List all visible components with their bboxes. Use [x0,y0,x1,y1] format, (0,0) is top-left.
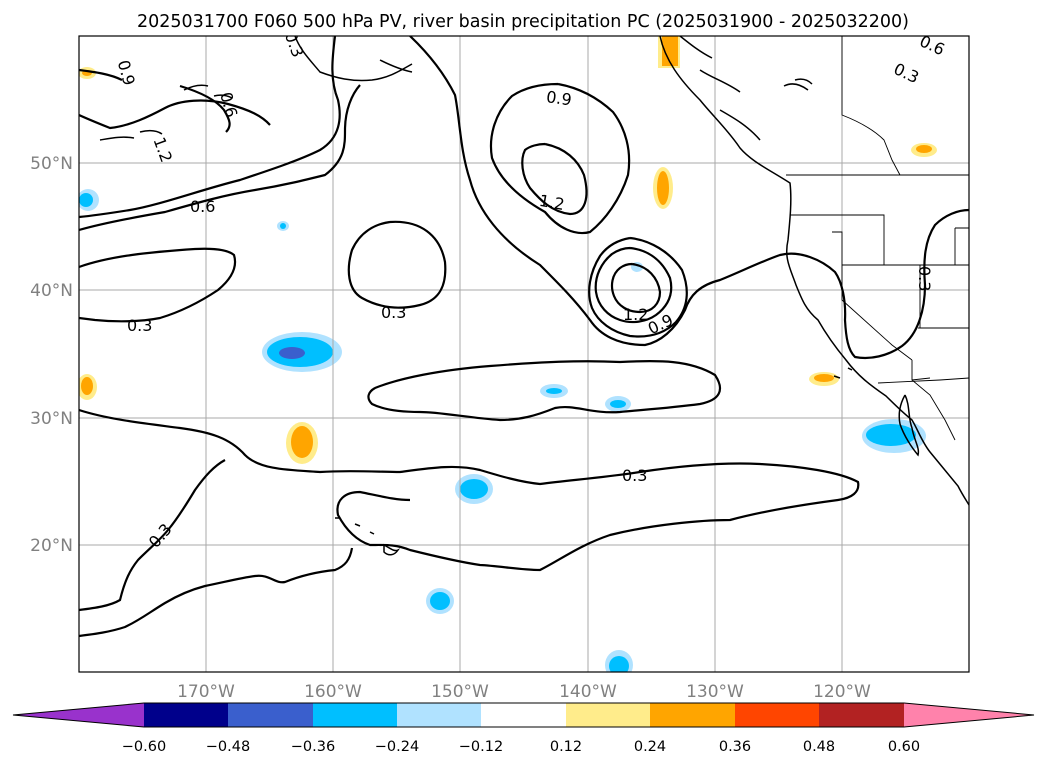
colorbar-tick-label: −0.36 [291,739,335,755]
colorbar-tick-label: −0.60 [122,739,166,755]
pv-contour-0.3-southwest [79,547,354,638]
pv-contour-0.3-north-loop [409,36,969,360]
colorbar-tick-label: 0.24 [634,739,666,755]
coastlines [99,36,969,556]
precip-negative-area [79,189,926,672]
latitude-labels: 50°N 40°N 30°N 20°N [30,154,73,556]
lon-label: 170°W [177,682,235,702]
pv-contour-0.3-south [367,359,722,422]
colorbar-segment [313,703,398,727]
lat-label: 30°N [30,409,73,429]
colorbar-extend-high [904,703,1034,727]
pv-contour-0.3-middle-loop [347,220,447,309]
colorbar-segment [650,703,735,727]
longitude-labels: 170°W 160°W 150°W 140°W 130°W 120°W [177,682,871,702]
colorbar-segment [566,703,651,727]
colorbar-tick-label: −0.48 [206,739,250,755]
pv-contour-1.2-centre-inner [610,262,662,314]
graticule [79,36,969,672]
borders [786,36,969,441]
pv-contour-0.3-northwest [79,36,341,219]
map-frame [78,35,970,673]
pv-contour-0.6-nw-upper [179,84,231,133]
colorbar-tick-label: −0.12 [459,739,503,755]
colorbar-tick-label: 0.48 [803,739,835,755]
colorbar-segment [735,703,820,727]
lon-label: 120°W [813,682,871,702]
colorbar-tick-label: −0.24 [375,739,419,755]
colorbar: −0.60 −0.48 −0.36 −0.24 −0.12 0.12 0.24 … [12,702,1035,755]
pv-contour-1.2-north [521,142,588,216]
lat-label: 50°N [30,154,73,174]
pv-contour-0.3-west [79,247,237,323]
figure-title: 2025031700 F060 500 hPa PV, river basin … [137,12,909,32]
colorbar-tick-label: 0.60 [888,739,920,755]
colorbar-segment [397,703,482,727]
colorbar-segments [13,703,1034,727]
pv-contour-label: 0.6 [190,197,215,216]
pv-contour-label: 0.3 [622,466,647,485]
colorbar-segment [144,703,229,727]
precip-shading [79,36,937,672]
pv-contour-label: 0.3 [381,303,406,322]
colorbar-tick-label: 0.36 [719,739,751,755]
pv-contour-0.6-west [79,84,361,232]
pv-contour-0.9-north [489,82,631,235]
pv-contour-0.9-centre [588,236,688,338]
pv-contour-1.2-centre [594,246,673,324]
pv-contour-label: 0.9 [545,87,573,109]
lat-label: 20°N [30,536,73,556]
lon-label: 160°W [304,682,362,702]
lat-label: 40°N [30,281,73,301]
pv-contour-label: 0.3 [915,266,934,291]
colorbar-tick-label: 0.12 [550,739,582,755]
colorbar-segment [819,703,904,727]
pv-contours [79,36,969,638]
pv-contour-0.3-south-lower [79,408,860,612]
colorbar-segment [228,703,313,727]
pv-contour-label: 0.6 [965,265,984,290]
pv-contour-0.9-west [79,68,271,130]
colorbar-ticks: −0.60 −0.48 −0.36 −0.24 −0.12 0.12 0.24 … [122,739,920,755]
pv-contour-label: 1.2 [623,305,648,324]
pv-contour-label: 0.3 [127,316,152,335]
colorbar-extend-low [13,703,144,727]
lon-label: 150°W [431,682,489,702]
colorbar-segment [481,703,566,727]
pv-contour-label: 1.2 [538,191,566,214]
map-panel: 0.9 0.6 0.3 1.2 0.6 0.3 0.9 1.2 0.3 1.2 … [79,29,984,672]
lon-label: 130°W [686,682,744,702]
colorbar-outline [12,702,1035,728]
pv-contour-label: 0.3 [281,29,308,59]
lon-label: 140°W [559,682,617,702]
